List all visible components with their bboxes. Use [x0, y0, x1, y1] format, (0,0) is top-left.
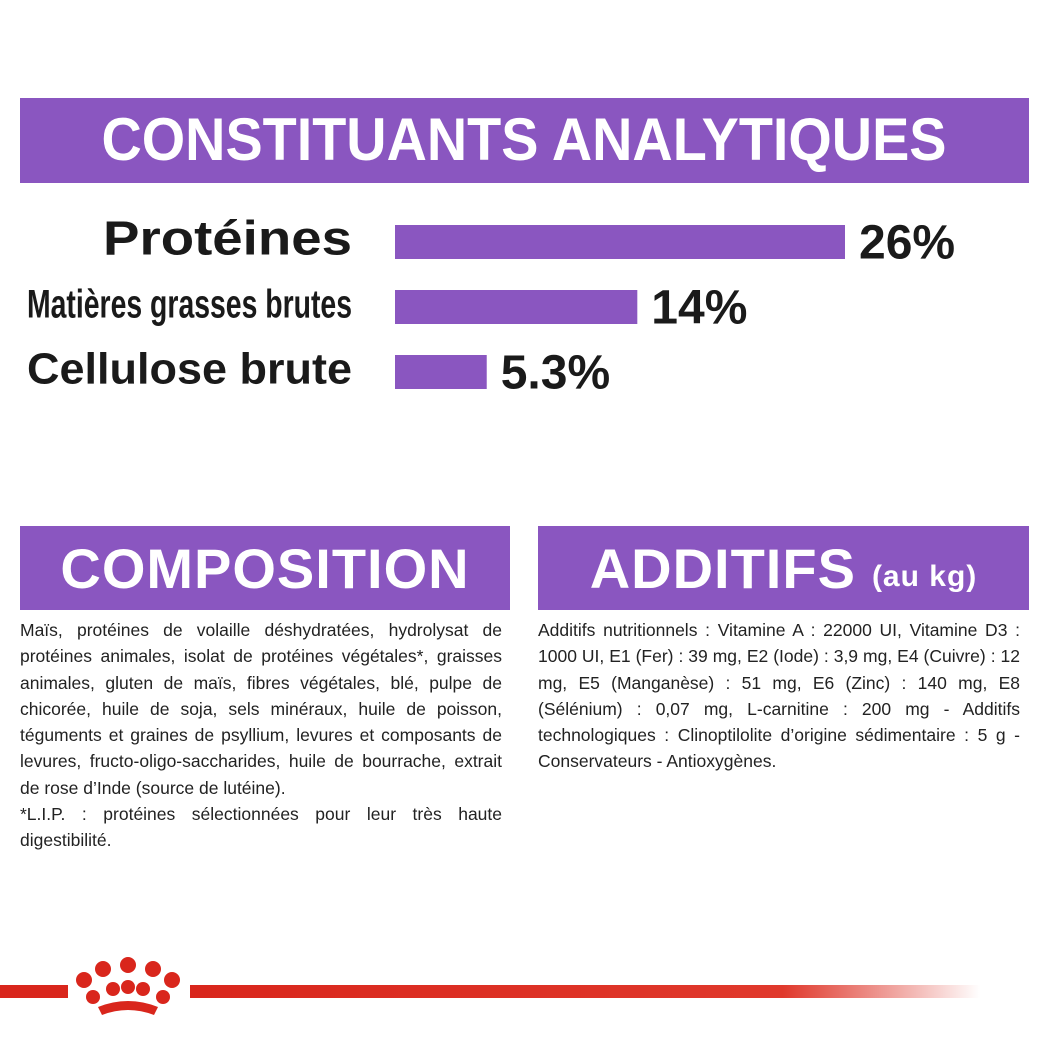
value-label: 14% [651, 282, 747, 335]
value-label: 26% [859, 217, 955, 270]
composition-text: Maïs, protéines de volaille déshydratées… [20, 617, 502, 854]
footer-line [190, 985, 980, 998]
additifs-text: Additifs nutritionnels : Vitamine A : 22… [538, 617, 1020, 775]
composition-title: COMPOSITION [60, 536, 470, 600]
composition-paragraph: *L.I.P. : protéines sélectionnées pour l… [20, 804, 502, 851]
additifs-header: ADDITIFS (au kg) [538, 526, 1029, 610]
additifs-title: ADDITIFS [589, 536, 856, 600]
chart: CONSTITUANTS ANALYTIQUES Protéines 26% Mat… [20, 98, 1029, 400]
footer [0, 957, 980, 1015]
category-label: Cellulose brute [27, 345, 352, 394]
category-label: Matières grasses brutes [27, 283, 352, 327]
bar [395, 225, 845, 259]
bar [395, 355, 487, 389]
additifs-paragraph: Additifs nutritionnels : Vitamine A : 22… [538, 620, 1020, 772]
logo [76, 957, 180, 1015]
title-banner [20, 98, 1029, 183]
value-label: 5.3% [501, 347, 610, 400]
footer-line [0, 985, 68, 998]
bar [395, 290, 638, 324]
chart-title: CONSTITUANTS ANALYTIQUES [102, 106, 947, 173]
composition-header: COMPOSITION [20, 526, 510, 610]
composition-paragraph: Maïs, protéines de volaille déshydratées… [20, 620, 502, 798]
additifs-subtitle: (au kg) [871, 560, 978, 593]
category-label: Protéines [103, 213, 352, 266]
